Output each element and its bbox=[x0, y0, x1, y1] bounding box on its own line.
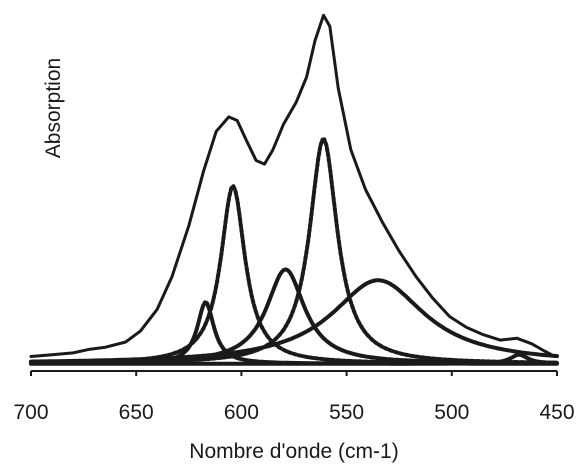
x-tick-label: 600 bbox=[224, 401, 259, 424]
x-axis-title: Nombre d'onde (cm-1) bbox=[189, 440, 398, 463]
component-band-line bbox=[29, 352, 559, 366]
spectrum-curves bbox=[29, 13, 559, 366]
component-band-line bbox=[29, 137, 559, 365]
component-band-line bbox=[29, 278, 559, 364]
x-tick-label: 550 bbox=[329, 401, 364, 424]
plot-area: 700 650 600 550 500 450 bbox=[13, 13, 575, 424]
component-band-line bbox=[29, 267, 559, 366]
x-axis-ticks: 700 650 600 550 500 450 bbox=[13, 371, 575, 424]
envelope-spectrum-line bbox=[29, 13, 557, 358]
x-tick-label: 450 bbox=[539, 401, 574, 424]
x-tick-label: 650 bbox=[119, 401, 154, 424]
x-tick-label: 700 bbox=[13, 401, 48, 424]
x-tick-label: 500 bbox=[434, 401, 469, 424]
y-axis-title: Absorption bbox=[42, 58, 65, 158]
